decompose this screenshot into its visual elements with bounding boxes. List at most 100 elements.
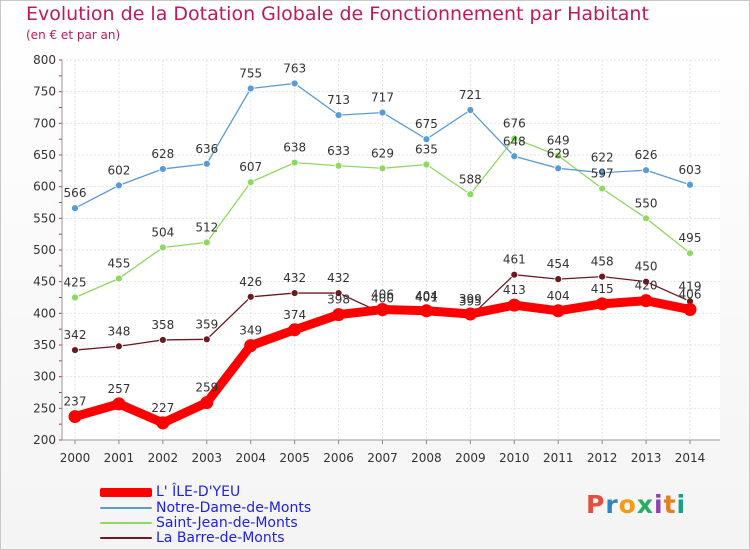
data-point — [334, 161, 343, 170]
x-tick-label: 2006 — [323, 451, 354, 465]
data-point — [595, 297, 609, 311]
data-label: 401 — [415, 291, 438, 305]
data-labels: 342 348 358 359 426 432 432 400 401 395 461 454 458 4… — [64, 61, 702, 414]
legend-swatch — [100, 507, 152, 509]
data-point — [639, 294, 653, 308]
data-point — [376, 303, 389, 317]
x-tick-label: 2004 — [235, 451, 266, 465]
data-point — [200, 396, 214, 410]
series — [68, 79, 697, 430]
data-point — [202, 159, 211, 168]
data-point — [422, 135, 431, 144]
data-label: 395 — [459, 295, 482, 309]
x-tick-label: 2003 — [192, 451, 223, 465]
x-tick-label: 2013 — [631, 451, 662, 465]
data-point — [642, 166, 650, 175]
data-point — [71, 346, 79, 354]
data-label: 504 — [151, 225, 174, 239]
data-label: 603 — [679, 163, 702, 177]
y-tick-label: 550 — [33, 211, 56, 225]
data-point — [115, 181, 123, 190]
y-tick-label: 400 — [33, 306, 56, 320]
legend-swatch — [100, 487, 152, 497]
data-point — [378, 164, 387, 173]
legend-swatch — [100, 537, 152, 539]
chart-title: Evolution de la Dotation Globale de Fonc… — [26, 3, 649, 25]
x-tick-label: 2014 — [675, 451, 706, 465]
data-label: 404 — [415, 289, 438, 303]
y-tick-label: 450 — [33, 275, 56, 289]
data-label: 359 — [195, 317, 218, 331]
data-point — [246, 292, 255, 301]
data-point — [158, 336, 167, 344]
data-point — [598, 168, 607, 177]
data-point — [466, 190, 475, 199]
data-label: 721 — [459, 88, 482, 102]
data-label: 713 — [327, 93, 350, 107]
data-label: 406 — [679, 288, 702, 302]
x-tick-label: 2002 — [148, 451, 179, 465]
data-label: 415 — [591, 282, 614, 296]
data-label: 259 — [195, 381, 218, 395]
data-point — [422, 160, 431, 169]
legend-item: La Barre-de-Monts — [100, 530, 285, 546]
legend-item: Notre-Dame-de-Monts — [100, 500, 311, 516]
x-tick-label: 2000 — [60, 451, 91, 465]
proxiti-logo: Proxiti — [586, 490, 687, 519]
data-label: 400 — [371, 291, 394, 305]
data-label: 636 — [195, 142, 218, 156]
data-label: 413 — [503, 283, 526, 297]
data-label: 458 — [591, 255, 614, 269]
data-point — [683, 303, 697, 317]
data-point — [290, 158, 299, 167]
data-label: 419 — [679, 279, 702, 293]
data-label: 717 — [371, 91, 394, 105]
data-point — [554, 164, 563, 173]
data-label: 432 — [327, 271, 350, 285]
data-point — [554, 275, 563, 284]
data-point — [71, 204, 79, 213]
y-tick-label: 800 — [33, 53, 56, 67]
data-point — [642, 277, 650, 286]
data-label: 348 — [107, 324, 130, 338]
data-point — [510, 152, 519, 161]
data-point — [112, 397, 126, 411]
x-tick-label: 2009 — [455, 451, 486, 465]
y-tick-label: 350 — [33, 338, 56, 352]
data-label: 461 — [503, 253, 526, 267]
data-point — [551, 304, 565, 318]
y-tick-label: 300 — [33, 370, 56, 384]
data-point — [332, 308, 346, 322]
data-label: 588 — [459, 172, 482, 186]
data-point — [463, 307, 477, 321]
data-label: 602 — [107, 163, 130, 177]
data-label: 550 — [635, 196, 658, 210]
data-label: 566 — [64, 186, 87, 200]
data-label: 597 — [591, 167, 614, 181]
data-label: 675 — [415, 117, 438, 131]
data-label: 404 — [547, 289, 570, 303]
x-tick-label: 2005 — [279, 451, 310, 465]
data-label: 629 — [547, 146, 570, 160]
data-point — [290, 79, 299, 88]
data-point — [598, 272, 607, 281]
data-label: 635 — [415, 143, 438, 157]
data-label: 648 — [503, 134, 526, 148]
data-label: 450 — [635, 260, 658, 274]
data-point — [598, 184, 607, 193]
data-point — [507, 298, 521, 312]
data-label: 374 — [283, 308, 306, 322]
data-label: 763 — [283, 61, 306, 75]
grid — [62, 59, 720, 441]
data-point — [466, 106, 475, 114]
data-label: 398 — [327, 293, 350, 307]
data-label: 676 — [503, 117, 526, 131]
legend-item: L' ÎLE-D'YEU — [100, 484, 240, 500]
data-label: 420 — [635, 279, 658, 293]
data-label: 649 — [547, 134, 570, 148]
legend-item: Saint-Jean-de-Monts — [100, 515, 298, 531]
data-label: 455 — [107, 257, 130, 271]
chart-subtitle: (en € et par an) — [26, 28, 121, 42]
data-label: 227 — [151, 401, 174, 415]
data-point — [334, 111, 343, 119]
